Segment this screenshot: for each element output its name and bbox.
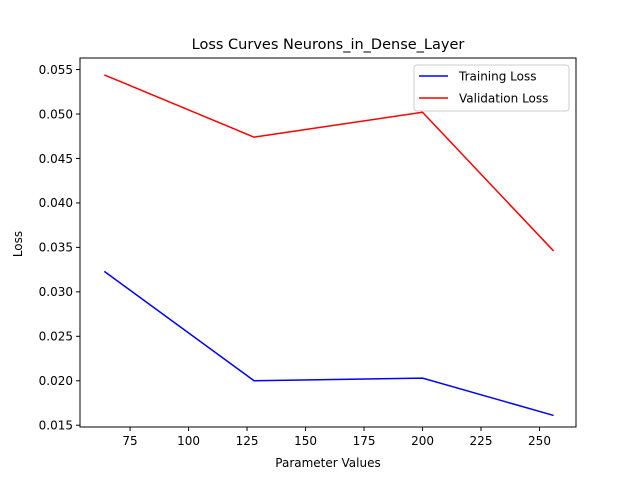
y-axis: 0.015 0.020 0.025 0.030 0.035 0.040 0.045 0.050… [39, 63, 80, 433]
y-tick-label: 0.030 [39, 285, 73, 299]
x-tick-label: 175 [353, 434, 376, 448]
y-tick-label: 0.040 [39, 196, 73, 210]
x-tick-label: 150 [294, 434, 317, 448]
y-axis-label: Loss [11, 231, 25, 257]
y-tick-label: 0.025 [39, 330, 73, 344]
legend: Training Loss Validation Loss [413, 64, 570, 112]
y-tick-label: 0.045 [39, 152, 73, 166]
legend-box [413, 64, 570, 112]
series-line-0 [103, 270, 554, 417]
series-line-1 [104, 74, 555, 252]
x-axis: 75 100 125 150 175 200 225 250 [122, 427, 551, 448]
chart-title: Loss Curves Neurons_in_Dense_Layer [192, 37, 465, 53]
plot-frame [79, 57, 577, 428]
y-tick-label: 0.020 [39, 374, 73, 388]
x-axis-label: Parameter Values [275, 456, 380, 470]
x-tick-label: 225 [470, 434, 493, 448]
x-tick-label: 250 [528, 434, 551, 448]
x-tick-label: 200 [411, 434, 434, 448]
x-tick-label: 100 [177, 434, 200, 448]
y-tick-label: 0.015 [39, 419, 73, 433]
legend-label: Validation Loss [459, 92, 548, 106]
x-tick-label: 75 [122, 434, 137, 448]
plot-area [103, 74, 555, 417]
y-tick-label: 0.050 [39, 107, 73, 121]
y-tick-label: 0.055 [39, 63, 73, 77]
y-tick-label: 0.035 [39, 241, 73, 255]
x-tick-label: 125 [236, 434, 259, 448]
legend-label: Training Loss [458, 70, 536, 84]
